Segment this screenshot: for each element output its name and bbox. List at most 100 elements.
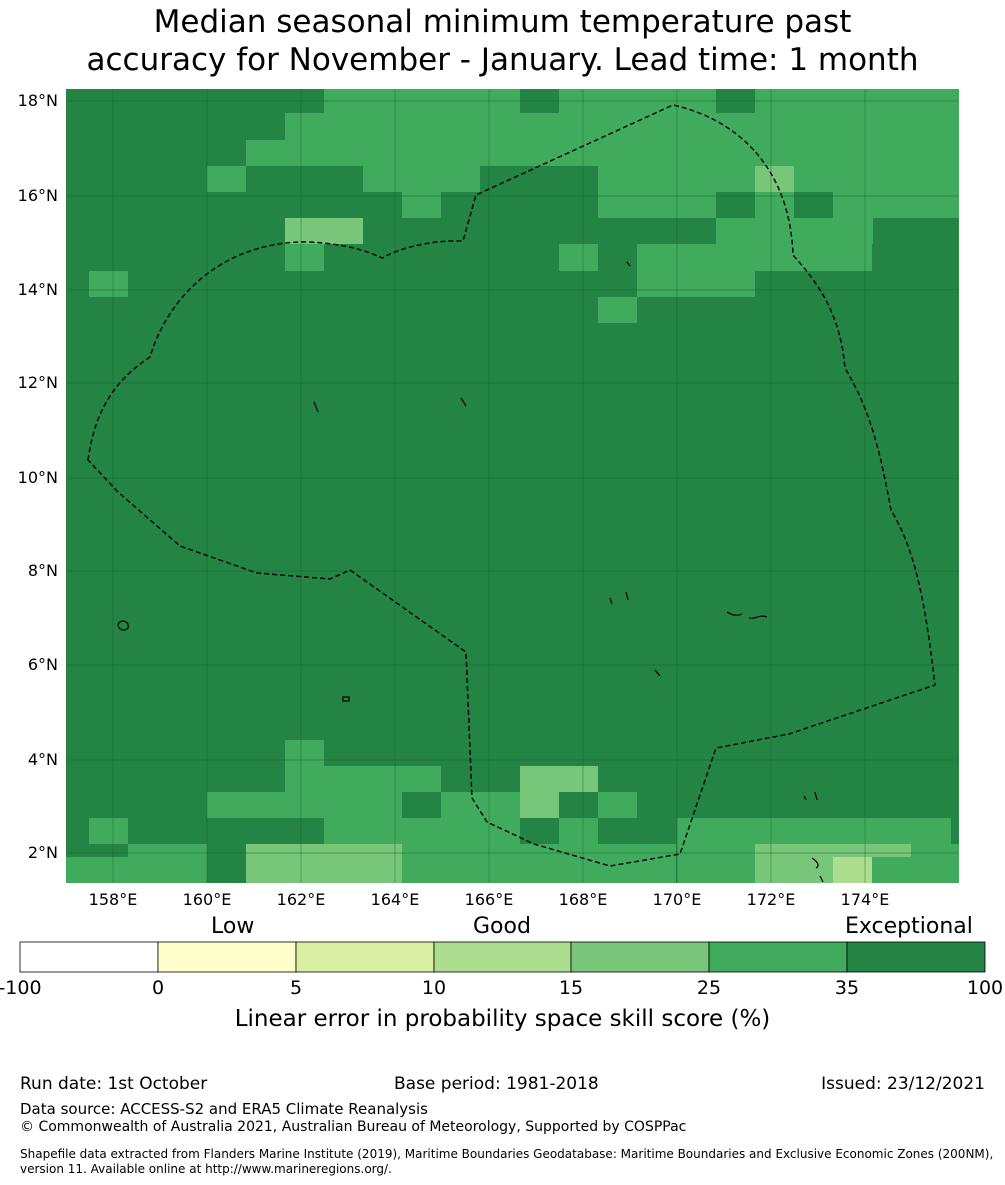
island (609, 591, 629, 605)
longitude-tick-label: 172°E (746, 890, 796, 909)
grid-cell (559, 818, 598, 844)
grid-cell (402, 844, 676, 857)
eez-boundary (87, 104, 936, 867)
island (342, 696, 350, 702)
map-title-line-1: Median seasonal minimum temperature past (153, 4, 852, 40)
skill-map (19, 89, 986, 973)
grid-cell (441, 792, 520, 818)
colorbar-tick-label: 10 (421, 977, 447, 999)
shapefile-credit-line-2: version 11. Available online at http://w… (20, 1162, 392, 1176)
colorbar-segment (570, 941, 710, 973)
grid-cell (911, 844, 959, 857)
island (811, 857, 824, 883)
colorbar-good-label: Good (473, 914, 531, 939)
map-background (66, 89, 959, 883)
grid-cell (559, 244, 598, 271)
issued-date: Issued: 23/12/2021 (821, 1074, 985, 1094)
colorbar-title: Linear error in probability space skill … (234, 1006, 771, 1032)
grid-cell (755, 857, 833, 883)
latitude-tick-label: 18°N (17, 91, 58, 110)
grid-cell (285, 740, 324, 766)
longitude-tick-label: 162°E (276, 890, 326, 909)
colorbar-tick-label: 5 (289, 977, 303, 999)
island (654, 669, 661, 677)
colorbar-tick-label: 25 (696, 977, 722, 999)
latitude-tick-label: 2°N (27, 843, 58, 862)
latitude-tick-label: 6°N (27, 655, 58, 674)
colorbar-tick-label: 0 (151, 977, 165, 999)
map-gridlines (66, 89, 959, 883)
grid-cell (285, 766, 441, 792)
data-source: Data source: ACCESS-S2 and ERA5 Climate … (20, 1100, 428, 1118)
grid-cell (89, 818, 128, 844)
colorbar-low-label: Low (211, 914, 255, 939)
grid-cell (441, 818, 520, 844)
island (803, 791, 818, 801)
latitude-tick-label: 14°N (17, 280, 58, 299)
grid-cell (677, 818, 951, 844)
grid-cell (755, 844, 911, 857)
longitude-tick-label: 166°E (464, 890, 514, 909)
longitude-tick-label: 158°E (88, 890, 138, 909)
copyright: © Commonwealth of Australia 2021, Austra… (20, 1119, 687, 1135)
longitude-tick-label: 174°E (840, 890, 890, 909)
grid-cell (207, 792, 402, 818)
island (313, 397, 467, 413)
grid-cell (677, 857, 755, 883)
grid-cell (324, 818, 441, 844)
colorbar-bar (19, 941, 986, 973)
colorbar-exceptional-label: Exceptional (845, 914, 973, 939)
colorbar-tick-label: 15 (558, 977, 584, 999)
grid-cell (598, 297, 637, 323)
run-date: Run date: 1st October (20, 1074, 208, 1094)
colorbar-tick-label: 100 (966, 977, 1004, 999)
grid-cell (637, 271, 755, 297)
grid-cell (872, 857, 959, 883)
colorbar-segment (433, 941, 572, 973)
grid-cell (794, 166, 959, 192)
grid-cell (833, 857, 872, 883)
island (117, 620, 129, 631)
grid-cell (285, 218, 363, 244)
map-title-line-2: accuracy for November - January. Lead ti… (86, 42, 919, 78)
colorbar-segment (846, 941, 986, 973)
colorbar-tick-label: -100 (0, 977, 42, 999)
grid-cell (833, 244, 872, 271)
grid-cell (598, 792, 637, 818)
grid-cell (246, 140, 959, 166)
grid-cell (128, 844, 207, 857)
grid-cell (363, 166, 480, 192)
base-period: Base period: 1981-2018 (394, 1074, 599, 1094)
longitude-tick-label: 168°E (558, 890, 608, 909)
longitude-tick-label: 170°E (652, 890, 702, 909)
grid-cell (66, 857, 207, 883)
grid-cell (716, 218, 873, 244)
colorbar-segment (295, 941, 435, 973)
latitude-tick-label: 4°N (27, 750, 58, 769)
longitude-tick-label: 160°E (182, 890, 232, 909)
grid-cell (285, 244, 324, 271)
grid-cell (285, 113, 959, 140)
longitude-tick-label: 164°E (370, 890, 420, 909)
latitude-tick-label: 12°N (17, 373, 58, 392)
grid-cell (598, 166, 755, 192)
colorbar-segment (708, 941, 848, 973)
grid-cell (677, 844, 755, 857)
colorbar-segment (157, 941, 297, 973)
grid-cell (520, 766, 598, 792)
island (626, 261, 631, 267)
island-outlines (117, 261, 824, 883)
grid-cell (246, 857, 402, 883)
grid-cell (402, 857, 676, 883)
shapefile-credit-line-1: Shapefile data extracted from Flanders M… (20, 1147, 994, 1161)
latitude-tick-label: 10°N (17, 468, 58, 487)
latitude-tick-label: 8°N (27, 561, 58, 580)
grid-cell (207, 166, 246, 192)
island (726, 611, 768, 620)
colorbar-segment (19, 941, 159, 973)
latitude-tick-label: 16°N (17, 186, 58, 205)
colorbar-tick-label: 35 (834, 977, 860, 999)
grid-cell (520, 792, 559, 818)
grid-cell (637, 244, 833, 271)
grid-cell (89, 271, 128, 297)
